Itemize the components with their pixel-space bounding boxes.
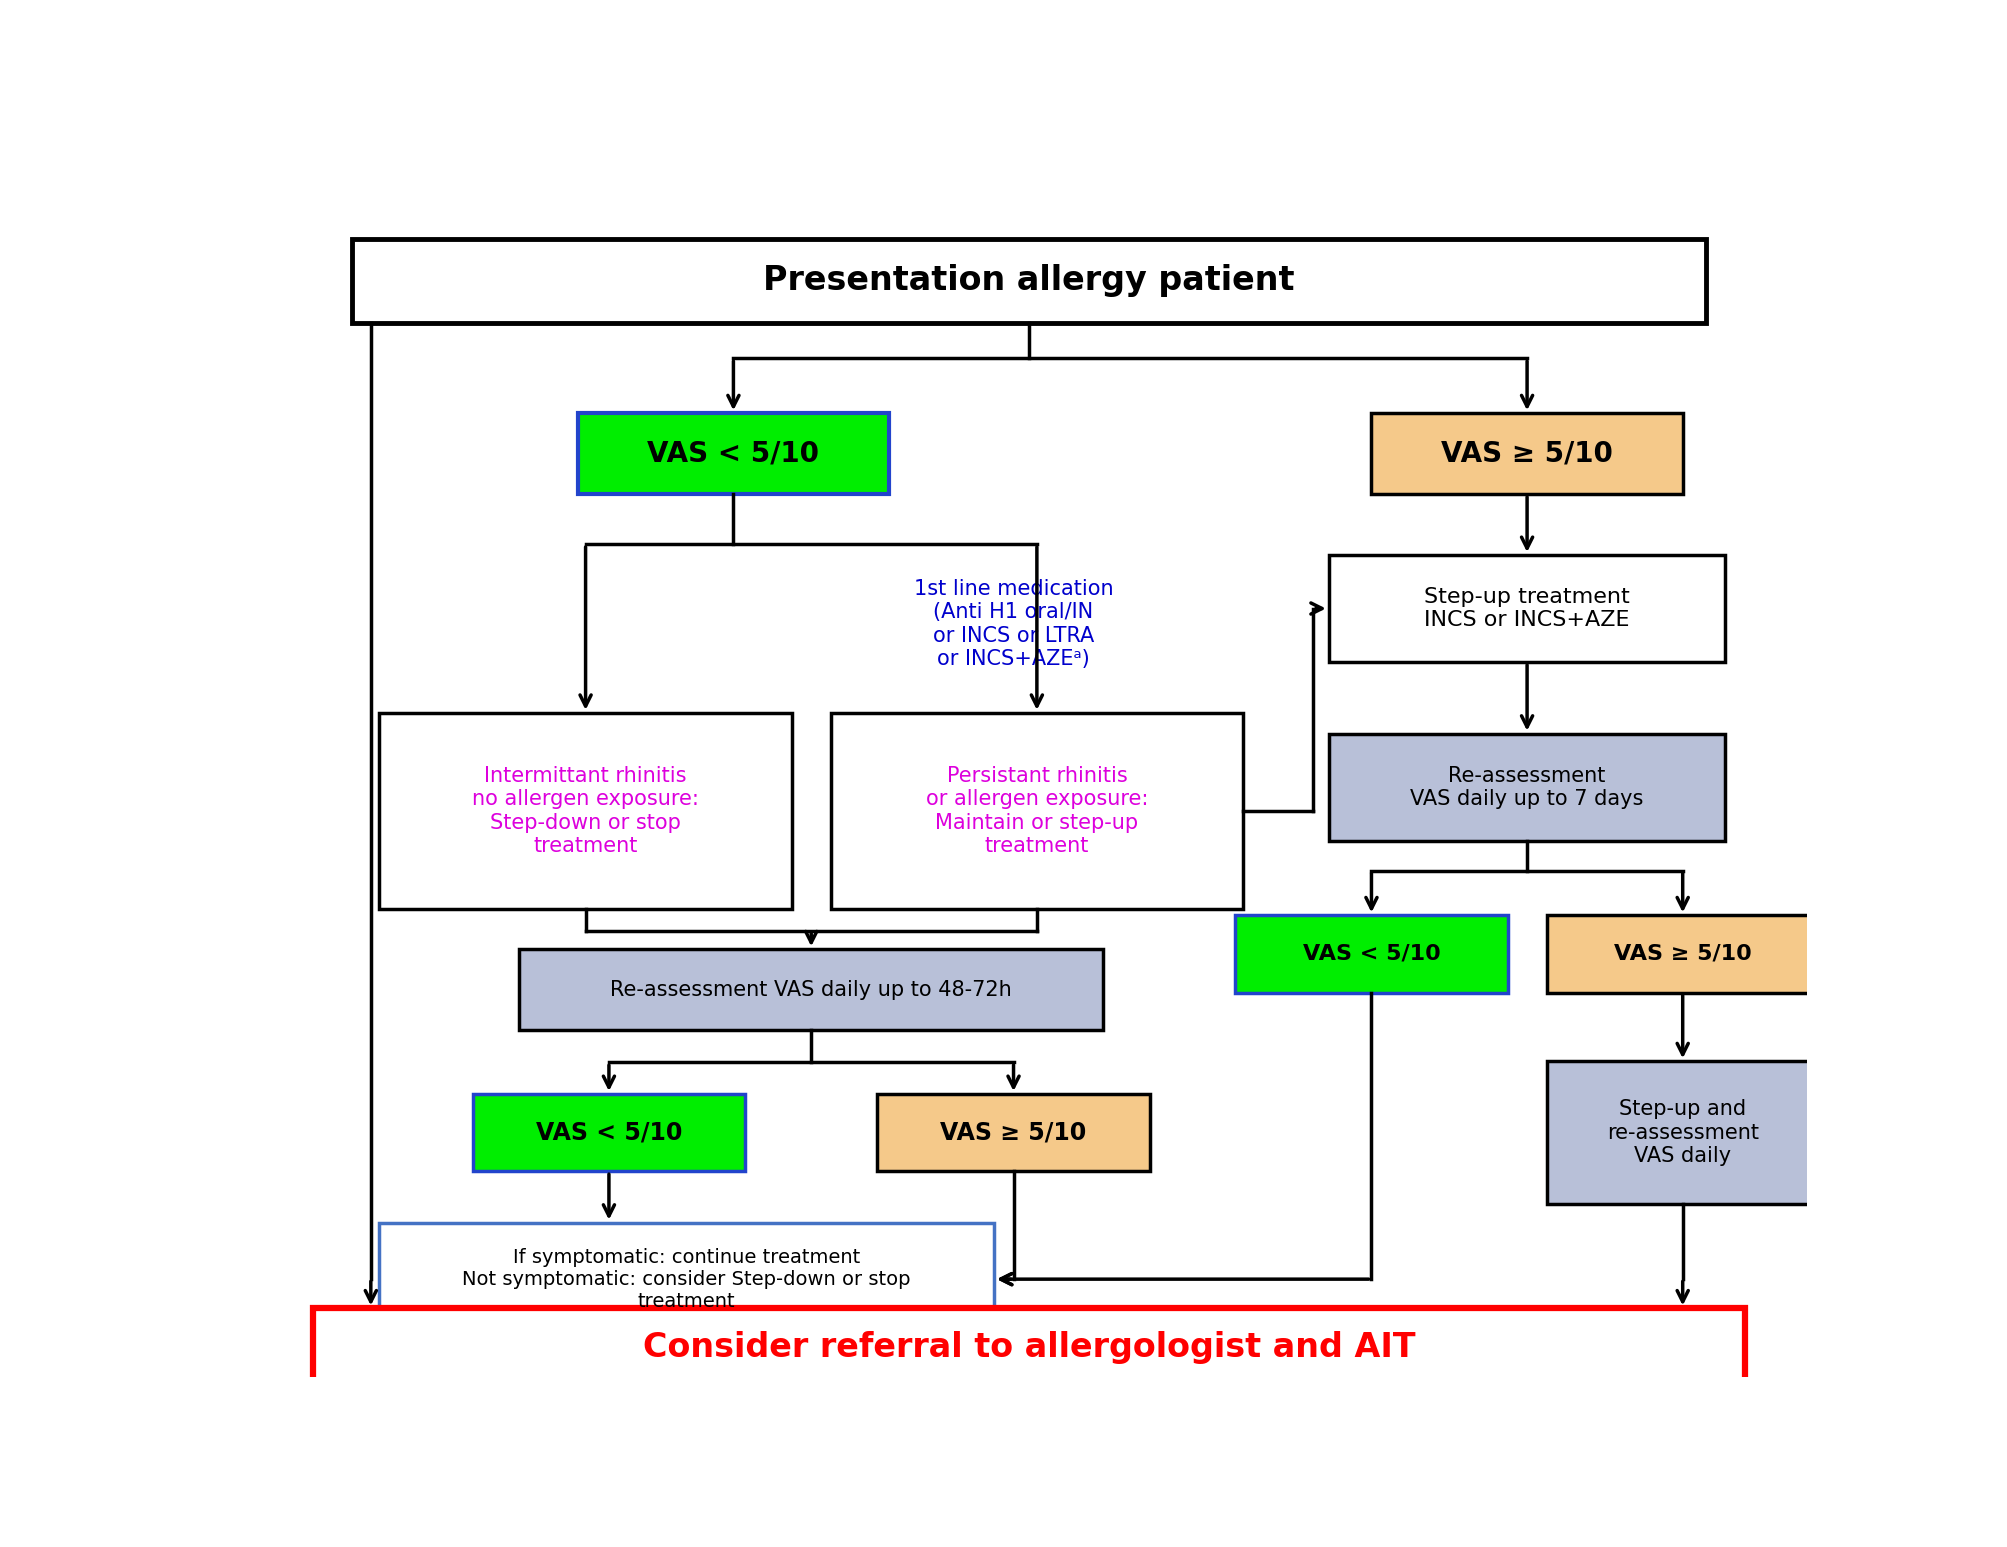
- FancyBboxPatch shape: [1545, 1061, 1818, 1204]
- FancyBboxPatch shape: [1329, 733, 1724, 842]
- Text: VAS ≥ 5/10: VAS ≥ 5/10: [1441, 439, 1612, 467]
- FancyBboxPatch shape: [578, 413, 889, 493]
- Text: VAS < 5/10: VAS < 5/10: [646, 439, 819, 467]
- Text: Re-assessment
VAS daily up to 7 days: Re-assessment VAS daily up to 7 days: [1409, 766, 1644, 809]
- Text: Consider referral to allergologist and AIT: Consider referral to allergologist and A…: [642, 1330, 1415, 1363]
- Text: Re-assessment VAS daily up to 48-72h: Re-assessment VAS daily up to 48-72h: [610, 979, 1012, 999]
- Text: Step-up treatment
INCS or INCS+AZE: Step-up treatment INCS or INCS+AZE: [1423, 586, 1630, 630]
- FancyBboxPatch shape: [831, 713, 1242, 910]
- FancyBboxPatch shape: [1545, 916, 1818, 993]
- Text: VAS < 5/10: VAS < 5/10: [536, 1120, 682, 1145]
- Text: VAS ≥ 5/10: VAS ≥ 5/10: [939, 1120, 1086, 1145]
- FancyBboxPatch shape: [1329, 555, 1724, 662]
- Text: Persistant rhinitis
or allergen exposure:
Maintain or step-up
treatment: Persistant rhinitis or allergen exposure…: [925, 766, 1148, 855]
- Text: Presentation allergy patient: Presentation allergy patient: [763, 265, 1295, 297]
- Text: VAS ≥ 5/10: VAS ≥ 5/10: [1614, 944, 1750, 964]
- FancyBboxPatch shape: [520, 950, 1102, 1030]
- FancyBboxPatch shape: [472, 1094, 745, 1171]
- Text: Step-up and
re-assessment
VAS daily: Step-up and re-assessment VAS daily: [1606, 1100, 1758, 1166]
- FancyBboxPatch shape: [877, 1094, 1150, 1171]
- FancyBboxPatch shape: [351, 240, 1706, 323]
- Text: 1st line medication
(Anti H1 oral/IN
or INCS or LTRA
or INCS+AZEᵃ): 1st line medication (Anti H1 oral/IN or …: [913, 579, 1112, 668]
- FancyBboxPatch shape: [379, 713, 791, 910]
- FancyBboxPatch shape: [1371, 413, 1682, 493]
- Text: VAS < 5/10: VAS < 5/10: [1303, 944, 1439, 964]
- Text: Intermittant rhinitis
no allergen exposure:
Step-down or stop
treatment: Intermittant rhinitis no allergen exposu…: [472, 766, 698, 855]
- Text: If symptomatic: continue treatment
Not symptomatic: consider Step-down or stop
t: If symptomatic: continue treatment Not s…: [462, 1247, 911, 1310]
- FancyBboxPatch shape: [379, 1222, 993, 1335]
- FancyBboxPatch shape: [313, 1309, 1744, 1386]
- FancyBboxPatch shape: [1234, 916, 1507, 993]
